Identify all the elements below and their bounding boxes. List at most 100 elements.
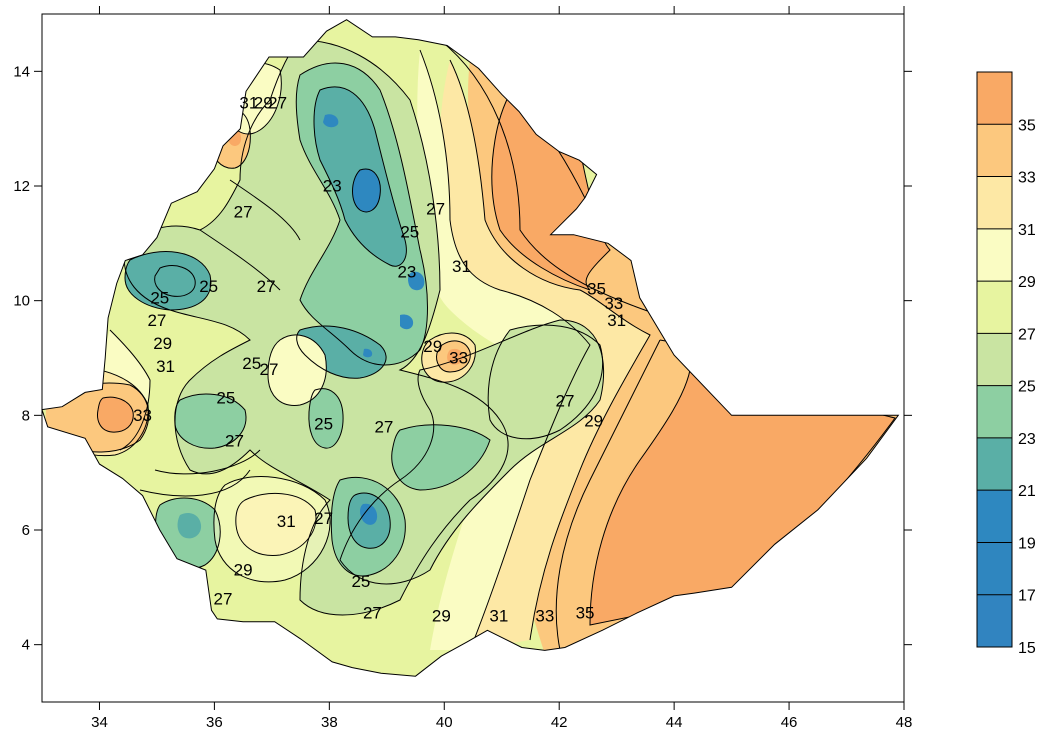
contour-label: 27 xyxy=(363,604,382,623)
colorbar-band xyxy=(977,72,1012,125)
contour-label: 29 xyxy=(423,337,442,356)
y-tick-label: 10 xyxy=(13,293,30,310)
contour-label: 29 xyxy=(432,607,451,626)
colorbar-label: 15 xyxy=(1018,640,1036,657)
x-tick-label: 42 xyxy=(551,714,568,731)
band-19-addis-b xyxy=(400,314,414,330)
band-25-east-plateau xyxy=(488,325,603,439)
colorbar-band xyxy=(977,281,1012,334)
y-tick-label: 14 xyxy=(13,63,30,80)
contour-label: 27 xyxy=(260,360,279,379)
contour-label: 33 xyxy=(449,349,468,368)
contour-label: 35 xyxy=(576,604,595,623)
contour-label: 27 xyxy=(234,202,253,221)
contour-label: 29 xyxy=(584,412,603,431)
contour-label: 25 xyxy=(242,354,261,373)
x-tick-label: 36 xyxy=(206,714,223,731)
contour-label: 27 xyxy=(147,311,166,330)
y-tick-label: 8 xyxy=(22,407,30,424)
colorbar-band xyxy=(977,542,1012,595)
contour-label: 25 xyxy=(199,277,218,296)
contour-label: 31 xyxy=(239,93,258,112)
contour-label: 25 xyxy=(400,222,419,241)
colorbar-label: 35 xyxy=(1018,117,1036,134)
colorbar-band xyxy=(977,594,1012,647)
band-19-addis-c xyxy=(363,348,373,358)
x-tick-label: 46 xyxy=(781,714,798,731)
contour-label: 27 xyxy=(426,199,445,218)
colorbar-band xyxy=(977,228,1012,282)
contour-label: 31 xyxy=(277,512,296,531)
y-tick-label: 6 xyxy=(22,522,30,539)
band-23-arsi xyxy=(308,388,344,449)
x-tick-label: 48 xyxy=(896,714,913,731)
band-35-afar xyxy=(491,80,610,290)
colorbar-band xyxy=(977,437,1012,491)
contour-label: 31 xyxy=(607,311,626,330)
ethiopia-temperature-field xyxy=(41,19,900,677)
contour-label: 33 xyxy=(604,294,623,313)
colorbar-band xyxy=(977,385,1012,438)
colorbar-band xyxy=(977,176,1012,229)
band-19-north xyxy=(323,114,339,128)
colorbar-label: 19 xyxy=(1018,535,1036,552)
contour-label: 31 xyxy=(489,607,508,626)
band-29-central-island xyxy=(268,335,327,406)
country-outline xyxy=(41,19,900,677)
y-tick-label: 12 xyxy=(13,178,30,195)
band-19-addis-a xyxy=(408,271,425,291)
colorbar-label: 33 xyxy=(1018,170,1036,187)
contour-label: 33 xyxy=(133,406,152,425)
contour-label: 27 xyxy=(314,509,333,528)
band-19-lake-tana xyxy=(352,169,381,212)
contour-label: 23 xyxy=(397,263,416,282)
contour-label: 35 xyxy=(587,280,606,299)
colorbar-label: 21 xyxy=(1018,483,1036,500)
contour-label: 27 xyxy=(225,432,244,451)
band-19-south xyxy=(360,503,378,525)
contour-label: 31 xyxy=(156,357,175,376)
contour-label: 25 xyxy=(216,389,235,408)
colorbar-band xyxy=(977,333,1012,386)
band-21-hotspot xyxy=(154,265,196,297)
colorbar-label: 27 xyxy=(1018,326,1036,343)
x-tick-label: 40 xyxy=(436,714,453,731)
band-35-afar-island xyxy=(447,348,463,365)
contour-label: 29 xyxy=(254,93,273,112)
contour-label: 29 xyxy=(234,561,253,580)
colorbar-label: 25 xyxy=(1018,379,1036,396)
band-35-ogaden-core xyxy=(590,370,895,625)
colorbar: 35 33 31 29 27 25 23 21 19 17 15 xyxy=(976,71,1036,657)
contour-label: 25 xyxy=(150,288,169,307)
colorbar-label: 29 xyxy=(1018,274,1036,291)
x-tick-label: 34 xyxy=(91,714,108,731)
band-29-south-island xyxy=(213,476,331,582)
contour-label: 33 xyxy=(535,607,554,626)
contour-label: 29 xyxy=(153,334,172,353)
band-21-southwest-b xyxy=(177,513,202,539)
colorbar-band xyxy=(977,124,1012,177)
colorbar-label: 17 xyxy=(1018,588,1036,605)
x-axis: 34 36 38 40 42 44 46 48 xyxy=(91,6,912,731)
contour-label: 25 xyxy=(314,414,333,433)
contour-label: 23 xyxy=(323,177,342,196)
x-tick-label: 44 xyxy=(666,714,683,731)
band-23-southwest-a xyxy=(174,394,246,449)
band-31-east-mid xyxy=(439,60,650,650)
contour-label: 27 xyxy=(374,417,393,436)
contour-label: 27 xyxy=(268,93,287,112)
contour-label: 25 xyxy=(351,572,370,591)
colorbar-label: 23 xyxy=(1018,431,1036,448)
colorbar-label: 31 xyxy=(1018,222,1036,239)
x-tick-label: 38 xyxy=(321,714,338,731)
contour-label: 27 xyxy=(257,277,276,296)
colorbar-band xyxy=(977,490,1012,543)
band-35-west xyxy=(97,397,134,433)
contour-label: 31 xyxy=(452,257,471,276)
contour-label: 27 xyxy=(214,589,233,608)
contour-label: 27 xyxy=(555,392,574,411)
y-tick-label: 4 xyxy=(22,637,30,654)
